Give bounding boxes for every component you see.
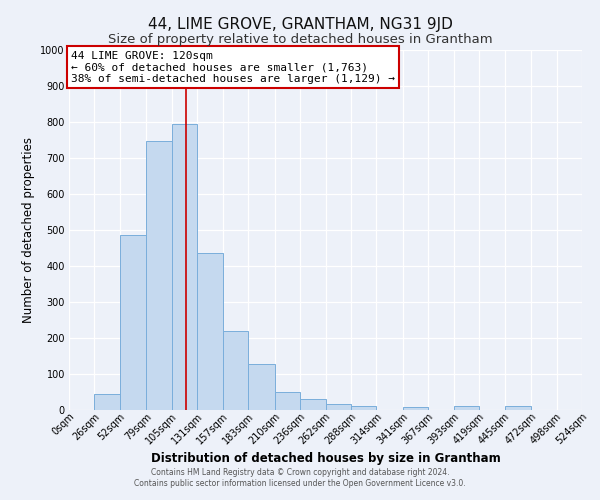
Bar — [146, 140, 172, 410]
Bar — [325, 404, 351, 410]
Bar — [454, 406, 479, 410]
Bar — [94, 394, 120, 410]
Bar — [275, 392, 300, 410]
Bar — [300, 399, 325, 410]
X-axis label: Distribution of detached houses by size in Grantham: Distribution of detached houses by size … — [151, 452, 500, 465]
Bar — [505, 406, 531, 410]
Bar — [403, 407, 428, 410]
Bar — [351, 406, 376, 410]
Bar — [197, 254, 223, 410]
Bar — [120, 236, 146, 410]
Text: Contains HM Land Registry data © Crown copyright and database right 2024.
Contai: Contains HM Land Registry data © Crown c… — [134, 468, 466, 487]
Bar — [223, 331, 248, 410]
Bar — [172, 124, 197, 410]
Y-axis label: Number of detached properties: Number of detached properties — [22, 137, 35, 323]
Text: 44 LIME GROVE: 120sqm
← 60% of detached houses are smaller (1,763)
38% of semi-d: 44 LIME GROVE: 120sqm ← 60% of detached … — [71, 50, 395, 84]
Text: Size of property relative to detached houses in Grantham: Size of property relative to detached ho… — [107, 32, 493, 46]
Bar — [248, 364, 275, 410]
Text: 44, LIME GROVE, GRANTHAM, NG31 9JD: 44, LIME GROVE, GRANTHAM, NG31 9JD — [148, 18, 452, 32]
